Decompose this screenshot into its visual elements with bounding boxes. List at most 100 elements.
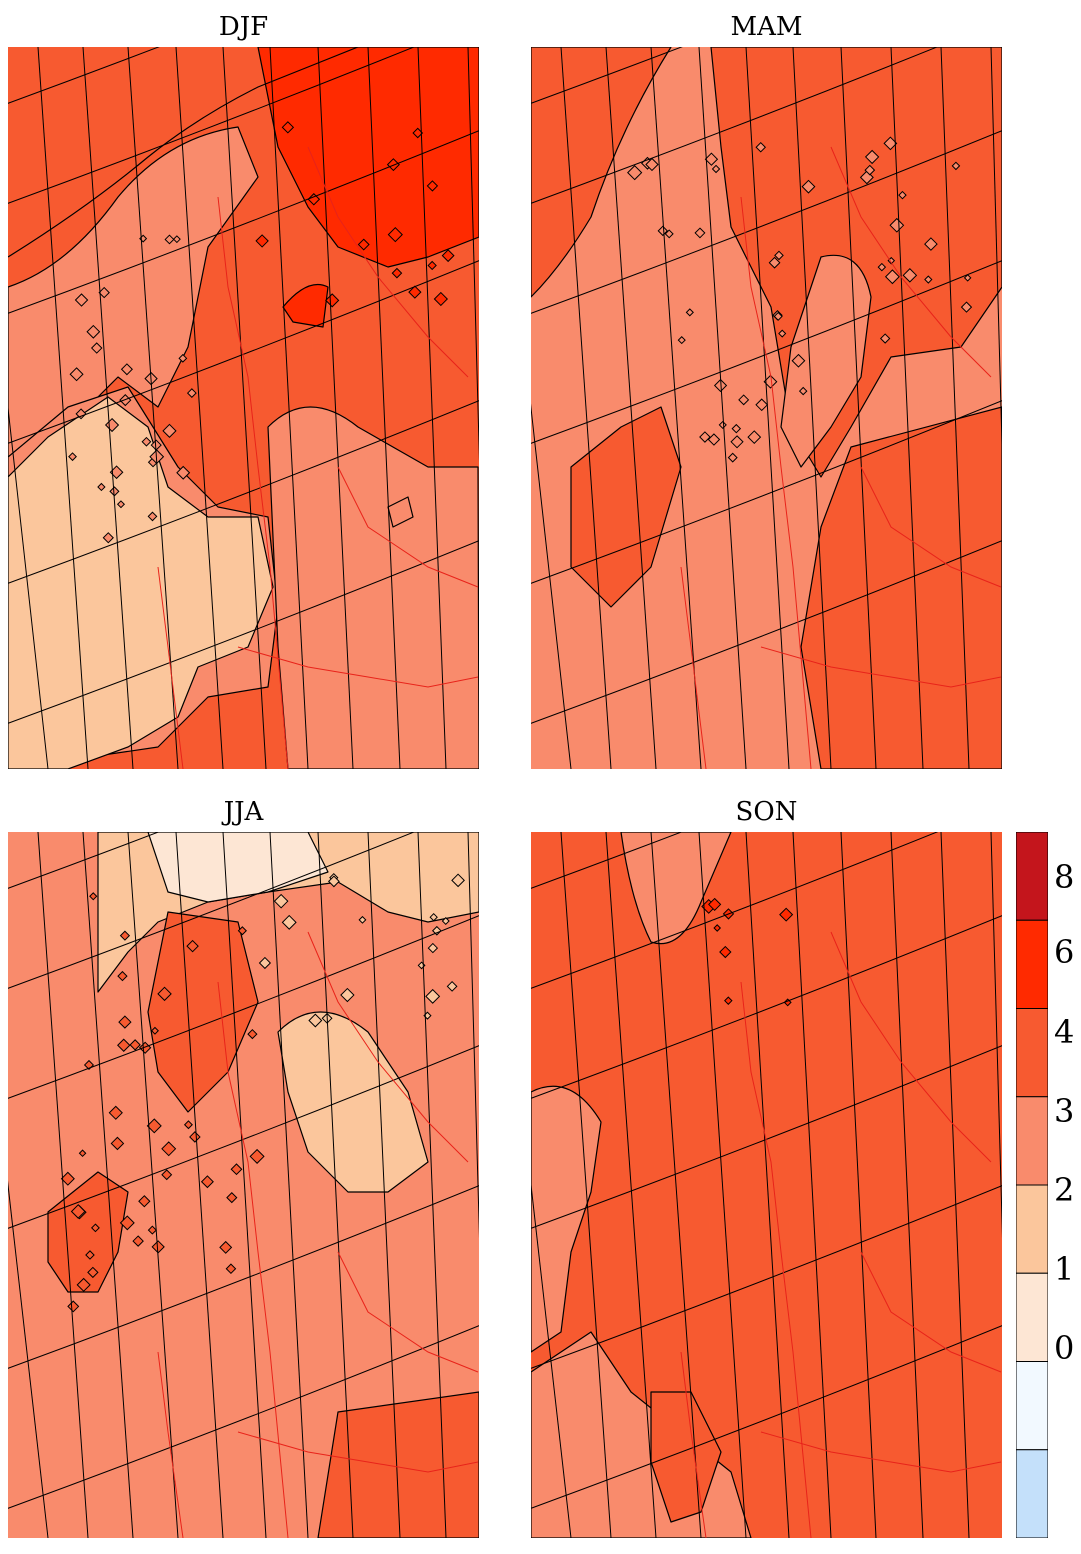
meridian-line (792, 832, 832, 1538)
country-border-line (680, 1351, 707, 1538)
meridian-line (560, 47, 612, 769)
meridian-line (698, 47, 747, 769)
map-mam-svg (531, 47, 1002, 769)
contour-island (768, 256, 781, 269)
meridian-line (317, 47, 354, 769)
contour-island (889, 217, 905, 233)
colorbar-segment (1015, 831, 1049, 921)
parallel-line (8, 832, 416, 989)
contour-island (68, 452, 77, 462)
meridian-line (127, 47, 179, 769)
contour-island (778, 329, 787, 338)
contour-island (708, 897, 722, 912)
contour-island (441, 917, 450, 926)
contour-island (117, 970, 128, 982)
contour-island (186, 388, 197, 398)
contour-island (138, 1195, 151, 1208)
region-lvl4-sw-sweden (570, 406, 682, 608)
meridian-line (82, 47, 134, 769)
meridian-line (890, 832, 924, 1538)
parallel-line (8, 1185, 479, 1369)
contour-island (60, 1171, 75, 1186)
country-border-line (337, 466, 479, 588)
country-border-line (217, 196, 289, 769)
country-border-line (860, 1251, 1002, 1373)
contour-island (230, 1163, 243, 1176)
parallel-line (8, 47, 160, 104)
parallel-line (531, 1185, 1002, 1369)
meridian-line (417, 832, 447, 1538)
contour-island (161, 1141, 177, 1157)
contour-island (67, 1300, 80, 1313)
parallel-line (531, 47, 683, 104)
meridian-line (269, 832, 309, 1538)
contour-island (677, 336, 686, 345)
contour-island (960, 301, 973, 313)
contour-island (308, 1013, 323, 1028)
parallel-line (531, 832, 683, 889)
region-lvl3-north (620, 832, 732, 945)
colorbar-segment (1015, 919, 1049, 1009)
meridian-line (840, 47, 877, 769)
contour-island (707, 433, 721, 446)
colorbar-label-1: 1 (1054, 1250, 1075, 1288)
region-lvl1-north (147, 832, 329, 903)
contour-island (713, 924, 722, 932)
meridian-line (698, 832, 747, 1538)
contour-island (258, 956, 272, 970)
contour-island (446, 980, 458, 992)
contour-island (727, 452, 738, 463)
meridian-line (417, 47, 447, 769)
contour-island (433, 291, 449, 307)
contour-island (451, 873, 465, 888)
meridian-line (990, 47, 1002, 463)
meridian-line (650, 832, 702, 1538)
region-lvl6-finland-patch (282, 283, 329, 328)
contour-island (281, 914, 297, 930)
contour-island (147, 511, 158, 522)
contour-island (189, 1131, 201, 1143)
contour-island (883, 136, 898, 151)
contour-island (798, 386, 808, 396)
contour-island (97, 482, 106, 492)
country-border-line (740, 196, 812, 769)
meridian-line (82, 832, 134, 1538)
contour-island (150, 1026, 159, 1035)
contour-island (924, 237, 938, 251)
contour-island (391, 267, 403, 279)
contour-island (699, 431, 711, 443)
contour-island (325, 293, 340, 308)
contour-island (186, 939, 199, 953)
region-lvl2-sweden (8, 396, 274, 769)
contour-island (358, 915, 367, 924)
contour-island (704, 152, 719, 166)
contour-island (226, 1192, 238, 1204)
colorbar-segment (1015, 1361, 1049, 1451)
contour-island (718, 420, 727, 430)
contour-island (408, 285, 422, 299)
country-border-line (860, 466, 1002, 588)
contour-island (719, 945, 732, 959)
colorbar-label-4: 4 (1054, 1013, 1075, 1051)
panel-title-djf: DJF (218, 12, 269, 42)
region-lvl4-north (710, 47, 1002, 478)
contour-island (102, 532, 114, 544)
contour-island (884, 269, 900, 285)
country-border-line (740, 981, 812, 1538)
contour-island (176, 465, 191, 480)
contour-island (200, 1175, 214, 1189)
parallel-line (8, 400, 479, 584)
contour-island (773, 311, 783, 321)
parallel-line (8, 130, 479, 314)
region-lvl6-north (257, 47, 479, 268)
parallel-line (531, 915, 1002, 1099)
contour-island (70, 1204, 86, 1219)
contour-island (731, 423, 742, 434)
contour-island (119, 930, 131, 941)
contour-island (951, 161, 961, 171)
contour-island (664, 229, 674, 239)
contour-island (157, 986, 172, 1002)
contour-island (78, 1149, 87, 1158)
meridian-line (317, 832, 354, 1538)
meridian-line (367, 47, 401, 769)
